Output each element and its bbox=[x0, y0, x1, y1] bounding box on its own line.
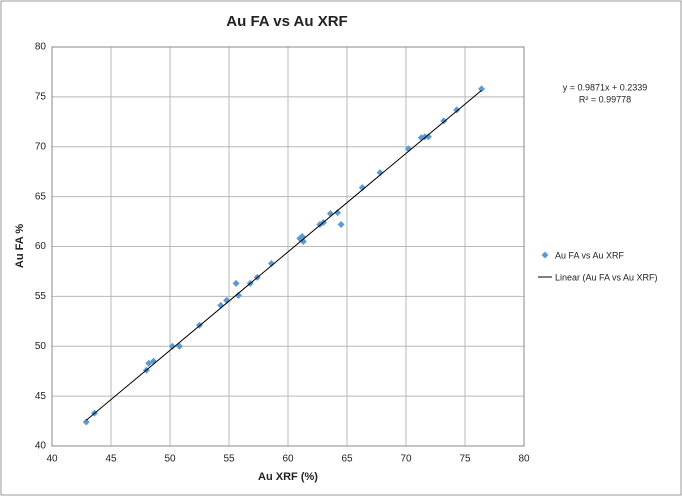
x-tick-label: 60 bbox=[282, 454, 294, 465]
point bbox=[358, 184, 366, 192]
x-tick-label: 80 bbox=[518, 454, 530, 465]
y-tick-label: 55 bbox=[35, 291, 47, 302]
y-tick-label: 45 bbox=[35, 391, 47, 402]
x-tick-label: 45 bbox=[105, 454, 117, 465]
x-tick-label: 55 bbox=[223, 454, 235, 465]
point bbox=[453, 106, 461, 114]
point bbox=[424, 133, 432, 141]
trendline-r2: R² = 0.99778 bbox=[579, 94, 631, 104]
point bbox=[440, 117, 448, 125]
plot-area-border bbox=[51, 46, 525, 447]
point bbox=[232, 279, 240, 287]
x-tick-label: 65 bbox=[341, 454, 353, 465]
trendline bbox=[85, 90, 482, 421]
y-tick-label: 60 bbox=[35, 241, 47, 252]
point bbox=[234, 291, 242, 299]
point bbox=[337, 221, 345, 229]
y-tick-label: 75 bbox=[35, 92, 47, 103]
y-tick-label: 65 bbox=[35, 191, 47, 202]
point bbox=[267, 259, 275, 267]
y-tick-label: 80 bbox=[35, 42, 47, 53]
x-tick-label: 50 bbox=[164, 454, 176, 465]
x-tick-label: 70 bbox=[400, 454, 412, 465]
point bbox=[299, 238, 307, 246]
point bbox=[376, 169, 384, 177]
y-tick-label: 40 bbox=[35, 441, 47, 452]
x-tick-label: 40 bbox=[46, 454, 58, 465]
point bbox=[478, 85, 486, 93]
legend-marker bbox=[541, 251, 549, 259]
y-tick-label: 50 bbox=[35, 341, 47, 352]
x-tick-label: 75 bbox=[459, 454, 471, 465]
point bbox=[168, 342, 176, 350]
x-axis-title: Au XRF (%) bbox=[258, 471, 318, 483]
point bbox=[82, 418, 90, 426]
y-axis-title: Au FA % bbox=[14, 224, 26, 268]
chart-title: Au FA vs Au XRF bbox=[226, 13, 347, 30]
y-tick-label: 70 bbox=[35, 141, 47, 152]
legend-label: Linear (Au FA vs Au XRF) bbox=[555, 272, 658, 282]
trendline-equation: y = 0.9871x + 0.2339 bbox=[563, 82, 648, 92]
legend-label: Au FA vs Au XRF bbox=[555, 250, 625, 260]
point bbox=[334, 209, 342, 217]
